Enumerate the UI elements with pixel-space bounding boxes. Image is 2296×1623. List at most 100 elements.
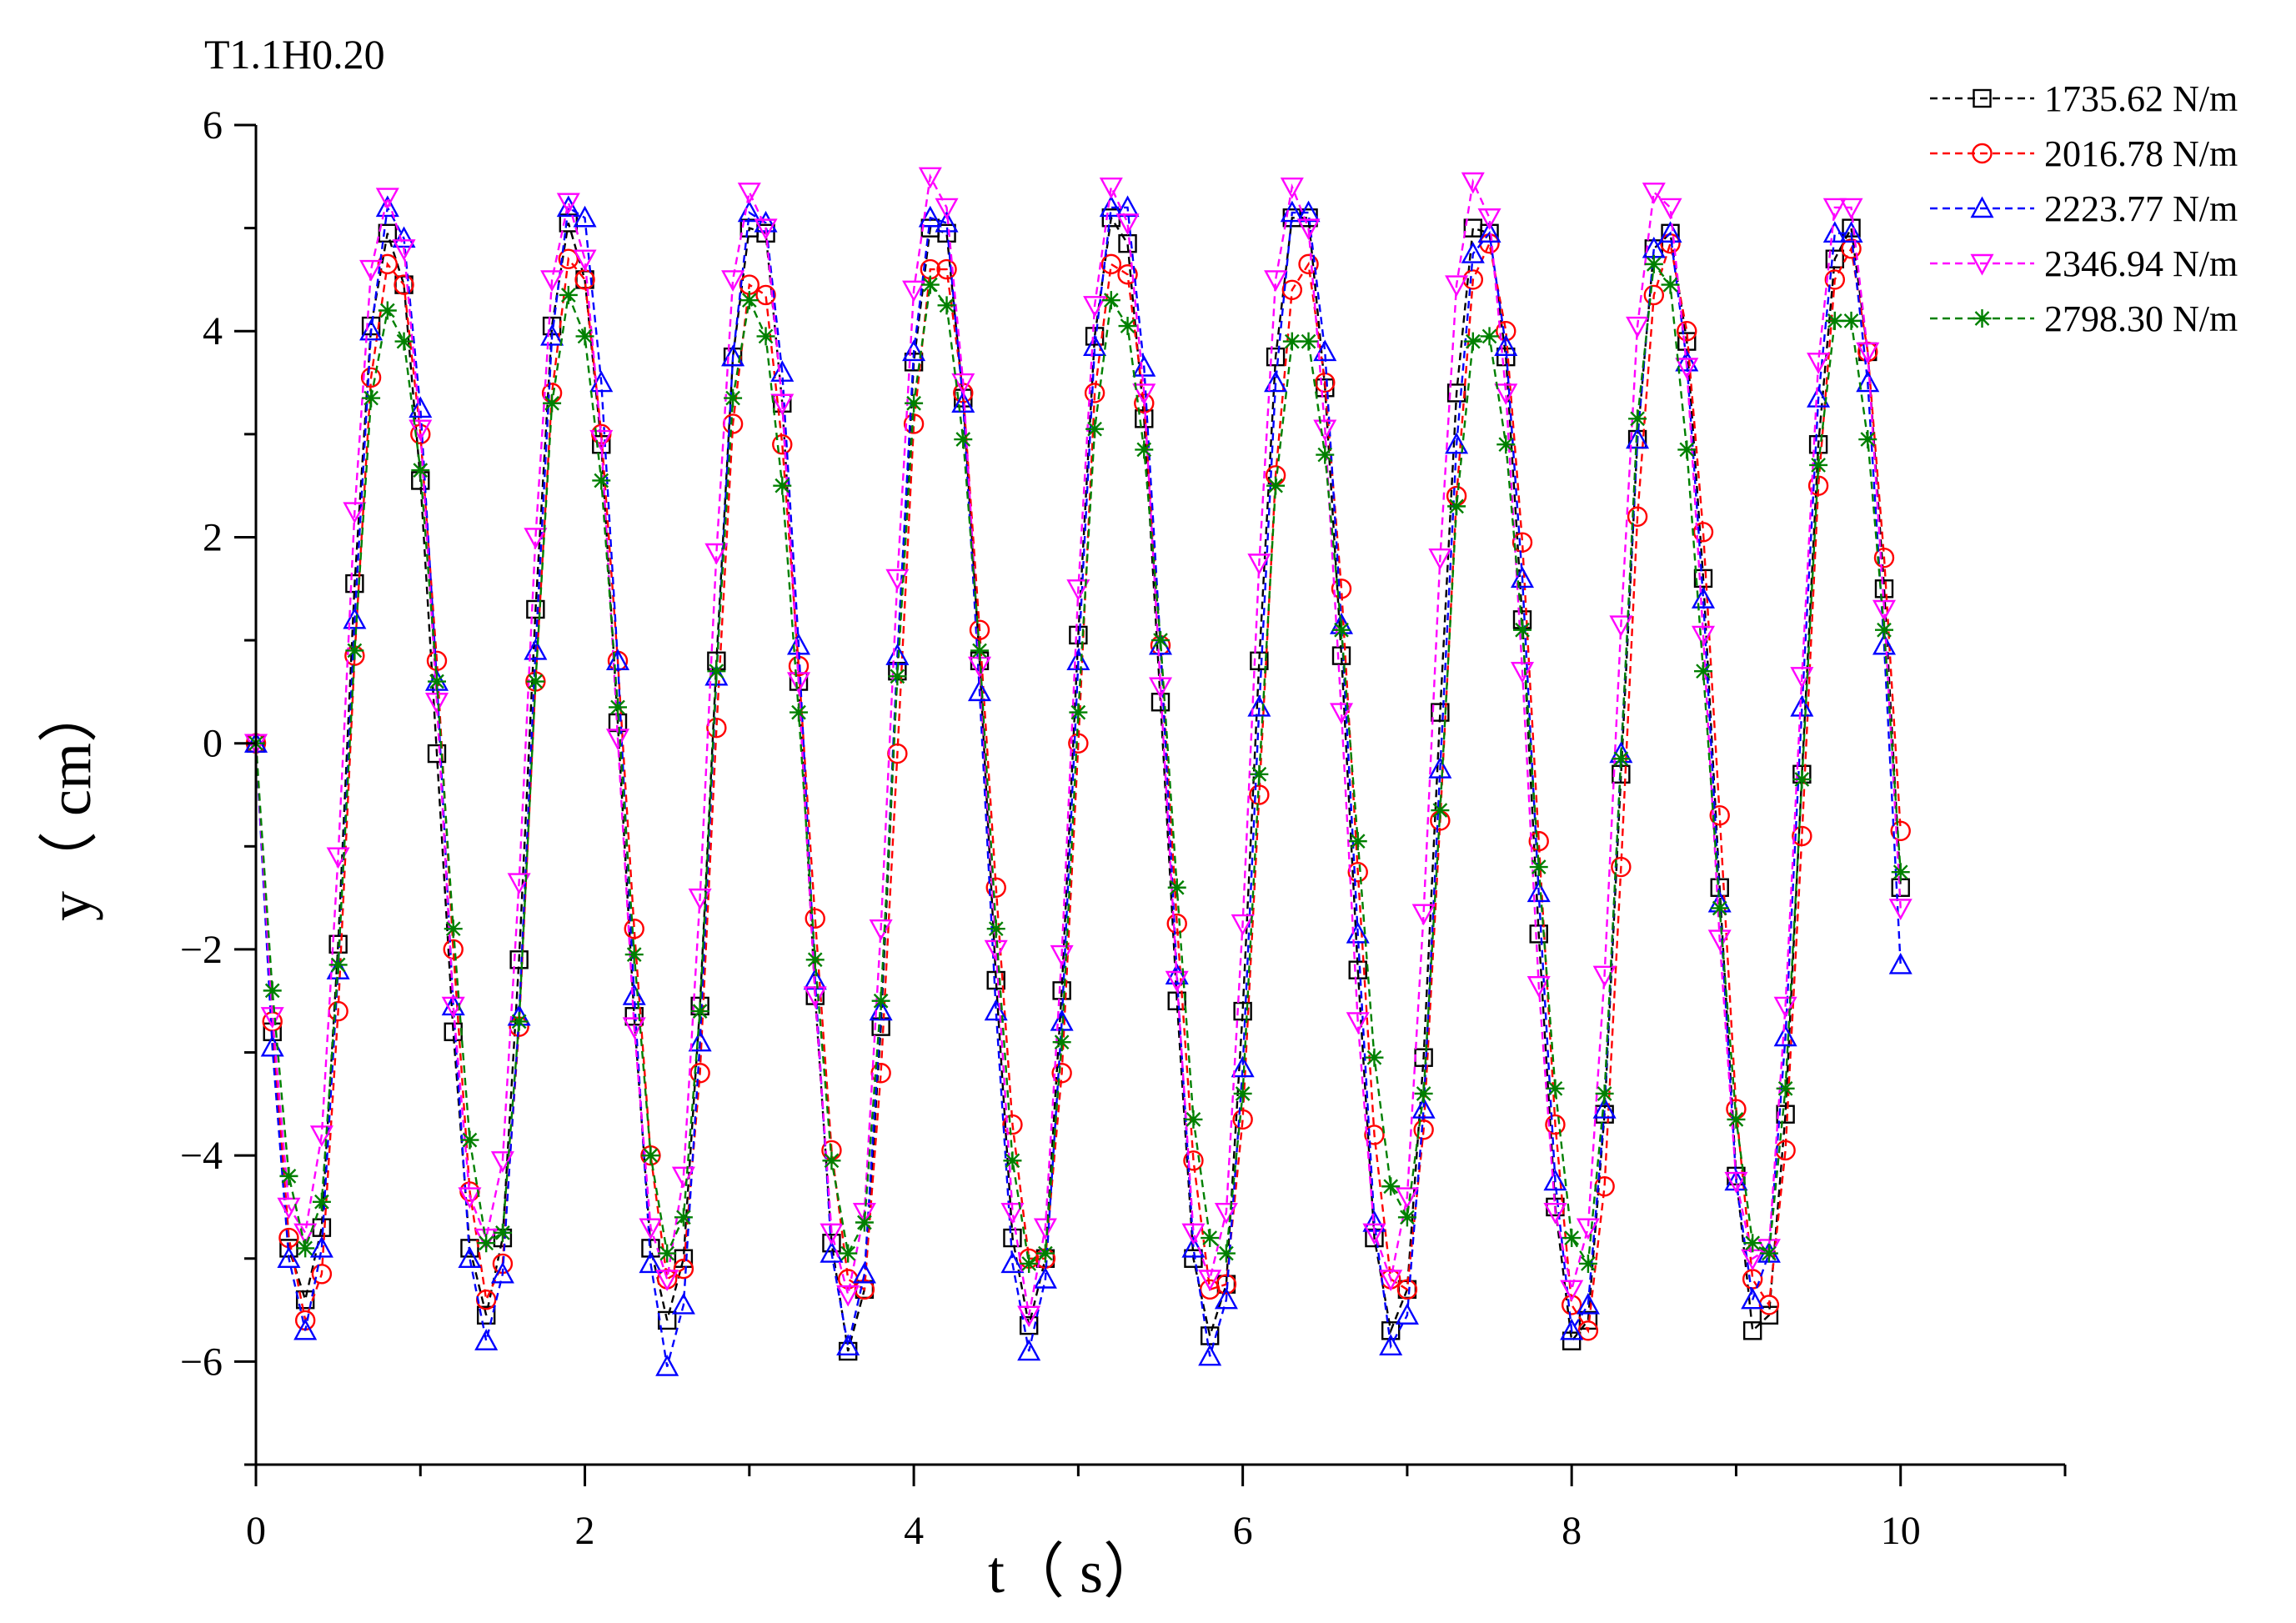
- data-point: [871, 991, 890, 1010]
- data-point: [1033, 1218, 1057, 1240]
- legend: 1735.62 N/m 2016.78 N/m 2223.77 N/m 2346.94…: [1930, 78, 2238, 339]
- data-point: [1511, 532, 1533, 553]
- data-point: [394, 332, 414, 351]
- data-point: [1643, 284, 1665, 306]
- data-point: [1231, 914, 1255, 936]
- data-point: [1198, 1270, 1222, 1291]
- series-line: [254, 261, 1902, 1267]
- data-point: [1431, 703, 1450, 722]
- data-point: [1296, 218, 1321, 241]
- data-point: [839, 1244, 858, 1263]
- data-point: [575, 327, 594, 346]
- data-point: [1216, 1244, 1236, 1263]
- data-point: [658, 1244, 677, 1263]
- data-point: [737, 200, 761, 223]
- data-point: [1000, 1202, 1025, 1225]
- data-point: [786, 672, 811, 694]
- data-point: [1562, 1229, 1582, 1248]
- data-point: [855, 1213, 874, 1232]
- data-point: [674, 1249, 694, 1268]
- data-point: [427, 744, 447, 764]
- legend-label: 1735.62 N/m: [2044, 78, 2238, 119]
- data-point: [1115, 213, 1140, 235]
- series-line: [254, 204, 1902, 1367]
- data-point: [375, 195, 399, 218]
- data-point: [1099, 195, 1123, 218]
- data-point: [524, 528, 548, 549]
- data-point: [443, 939, 464, 960]
- data-point: [622, 984, 646, 1005]
- data-point: [624, 945, 644, 964]
- data-point: [1214, 1287, 1238, 1310]
- data-point: [1035, 1244, 1055, 1263]
- data-point: [1066, 579, 1090, 601]
- data-point: [1477, 208, 1501, 230]
- data-point: [1642, 183, 1666, 204]
- data-point: [1151, 693, 1171, 712]
- data-point: [1084, 383, 1105, 403]
- data-point: [639, 1218, 663, 1240]
- data-point: [362, 388, 381, 408]
- data-point: [460, 1130, 479, 1150]
- data-point: [986, 919, 1005, 939]
- x-axis-label: t（ s）: [988, 1539, 1163, 1605]
- data-point: [1348, 832, 1367, 851]
- data-point: [1184, 1249, 1203, 1268]
- data-point: [1132, 354, 1156, 377]
- data-point: [1313, 339, 1337, 362]
- data-point: [312, 1192, 331, 1211]
- data-point: [1562, 1331, 1582, 1350]
- data-point: [1118, 233, 1137, 253]
- data-point: [671, 1292, 695, 1315]
- data-point: [1873, 547, 1895, 569]
- y-tick-label: −6: [180, 1340, 223, 1384]
- legend-item: 2346.94 N/m: [1930, 243, 2238, 284]
- data-point: [260, 1007, 284, 1029]
- data-point: [328, 955, 348, 974]
- data-point: [704, 543, 729, 565]
- data-point: [1825, 249, 1845, 268]
- data-point: [474, 1329, 499, 1350]
- x-tick-label: 10: [1881, 1509, 1921, 1553]
- data-point: [490, 1151, 514, 1173]
- data-point: [1477, 221, 1501, 243]
- data-point: [1890, 820, 1911, 841]
- data-point: [343, 502, 367, 524]
- data-point: [1888, 899, 1912, 920]
- data-point: [1891, 863, 1910, 882]
- data-point: [1808, 435, 1828, 454]
- data-point: [263, 981, 282, 1000]
- data-point: [1741, 1287, 1765, 1310]
- data-point: [706, 717, 727, 739]
- data-point: [674, 1208, 693, 1227]
- data-point: [852, 1202, 876, 1225]
- data-point: [888, 667, 907, 686]
- x-tick-label: 2: [575, 1509, 595, 1553]
- data-point: [1543, 1169, 1567, 1191]
- data-point: [1675, 358, 1699, 380]
- data-point: [820, 1223, 844, 1245]
- data-point: [1231, 1055, 1255, 1078]
- data-point: [1496, 435, 1516, 454]
- data-point: [378, 223, 398, 243]
- data-point: [1395, 1303, 1419, 1325]
- data-point: [970, 641, 989, 660]
- data-point: [1445, 275, 1469, 298]
- data-point: [1117, 264, 1138, 285]
- data-point: [1347, 862, 1368, 883]
- data-point: [1447, 497, 1466, 516]
- data-point: [1362, 1223, 1386, 1245]
- data-point: [1118, 317, 1137, 336]
- data-point: [1052, 981, 1071, 1000]
- data-point: [937, 223, 956, 243]
- data-point: [688, 1029, 712, 1052]
- data-point: [1773, 1024, 1797, 1047]
- data-point: [1411, 1097, 1436, 1119]
- data-point: [1875, 620, 1893, 639]
- data-point: [1872, 633, 1897, 655]
- data-point: [490, 1261, 514, 1284]
- data-point: [1000, 1251, 1025, 1274]
- data-point: [1480, 327, 1499, 346]
- data-point: [526, 672, 545, 691]
- data-point: [1232, 1109, 1253, 1130]
